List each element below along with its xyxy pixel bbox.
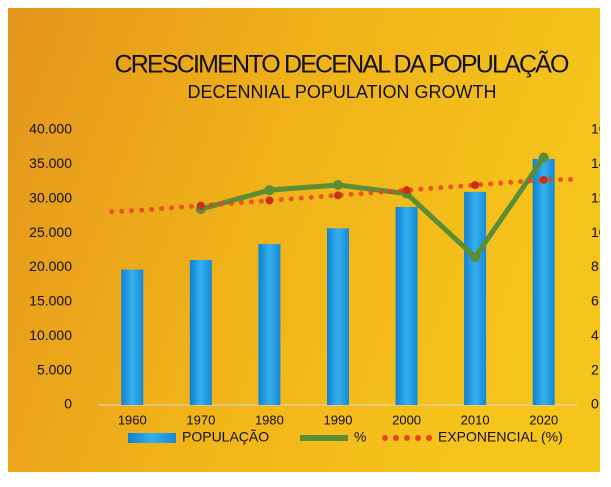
bar: [464, 191, 487, 405]
trend-point: [402, 186, 411, 195]
bar: [121, 269, 144, 405]
y2-tick-label: 6: [591, 293, 599, 309]
y2-tick-label: 14: [591, 155, 607, 171]
bar: [258, 244, 281, 405]
x-tick-label: 2000: [392, 412, 421, 427]
y2-tick-label: 0: [591, 396, 599, 412]
y-tick-label: 35.000: [29, 155, 72, 171]
bar: [327, 228, 349, 405]
y2-tick-label: 16: [591, 121, 607, 137]
line-point: [333, 180, 343, 190]
y2-tick-label: 12: [591, 189, 607, 205]
x-tick-label: 1970: [186, 412, 215, 427]
y-tick-label: 20.000: [29, 258, 72, 274]
plot: CRESCIMENTO DECENAL DA POPULAÇÃO DECENNI…: [29, 50, 607, 445]
y-tick-label: 0: [64, 396, 72, 412]
trend-point: [471, 181, 480, 189]
x-tick-label: 2010: [461, 412, 490, 427]
trend-point: [334, 191, 342, 200]
line-point: [470, 252, 481, 263]
y2-tick-label: 8: [591, 258, 599, 274]
chart-title: CRESCIMENTO DECENAL DA POPULAÇÃO: [115, 50, 570, 79]
background: [8, 8, 600, 472]
y-tick-label: 25.000: [29, 224, 72, 240]
x-tick-label: 2020: [529, 412, 558, 427]
legend-label: EXPONENCIAL (%): [438, 429, 563, 445]
line-point: [264, 185, 275, 196]
chart-subtitle: DECENNIAL POPULATION GROWTH: [187, 82, 496, 102]
trend-point: [196, 201, 205, 210]
bar: [532, 158, 555, 405]
y-tick-label: 30.000: [29, 189, 72, 205]
y-tick-label: 15.000: [29, 293, 72, 309]
x-tick-label: 1980: [255, 412, 284, 427]
bar: [395, 207, 418, 405]
y-tick-label: 10.000: [29, 327, 72, 343]
trend-line: [109, 176, 581, 215]
y-tick-label: 5.000: [37, 361, 72, 377]
trend-point: [539, 175, 548, 184]
legend-swatch: [128, 433, 176, 443]
x-tick-label: 1960: [118, 412, 147, 427]
legend-label: %: [354, 429, 366, 445]
legend-label: POPULAÇÃO: [182, 429, 269, 445]
y2-tick-label: 2: [591, 361, 599, 377]
y2-tick-label: 10: [591, 224, 607, 240]
line: [200, 156, 546, 260]
y-tick-label: 40.000: [29, 121, 72, 137]
line-point: [538, 152, 549, 163]
y2-tick-label: 4: [591, 327, 599, 343]
trend-point: [265, 196, 274, 205]
x-tick-label: 1990: [324, 412, 353, 427]
bar: [189, 259, 212, 405]
